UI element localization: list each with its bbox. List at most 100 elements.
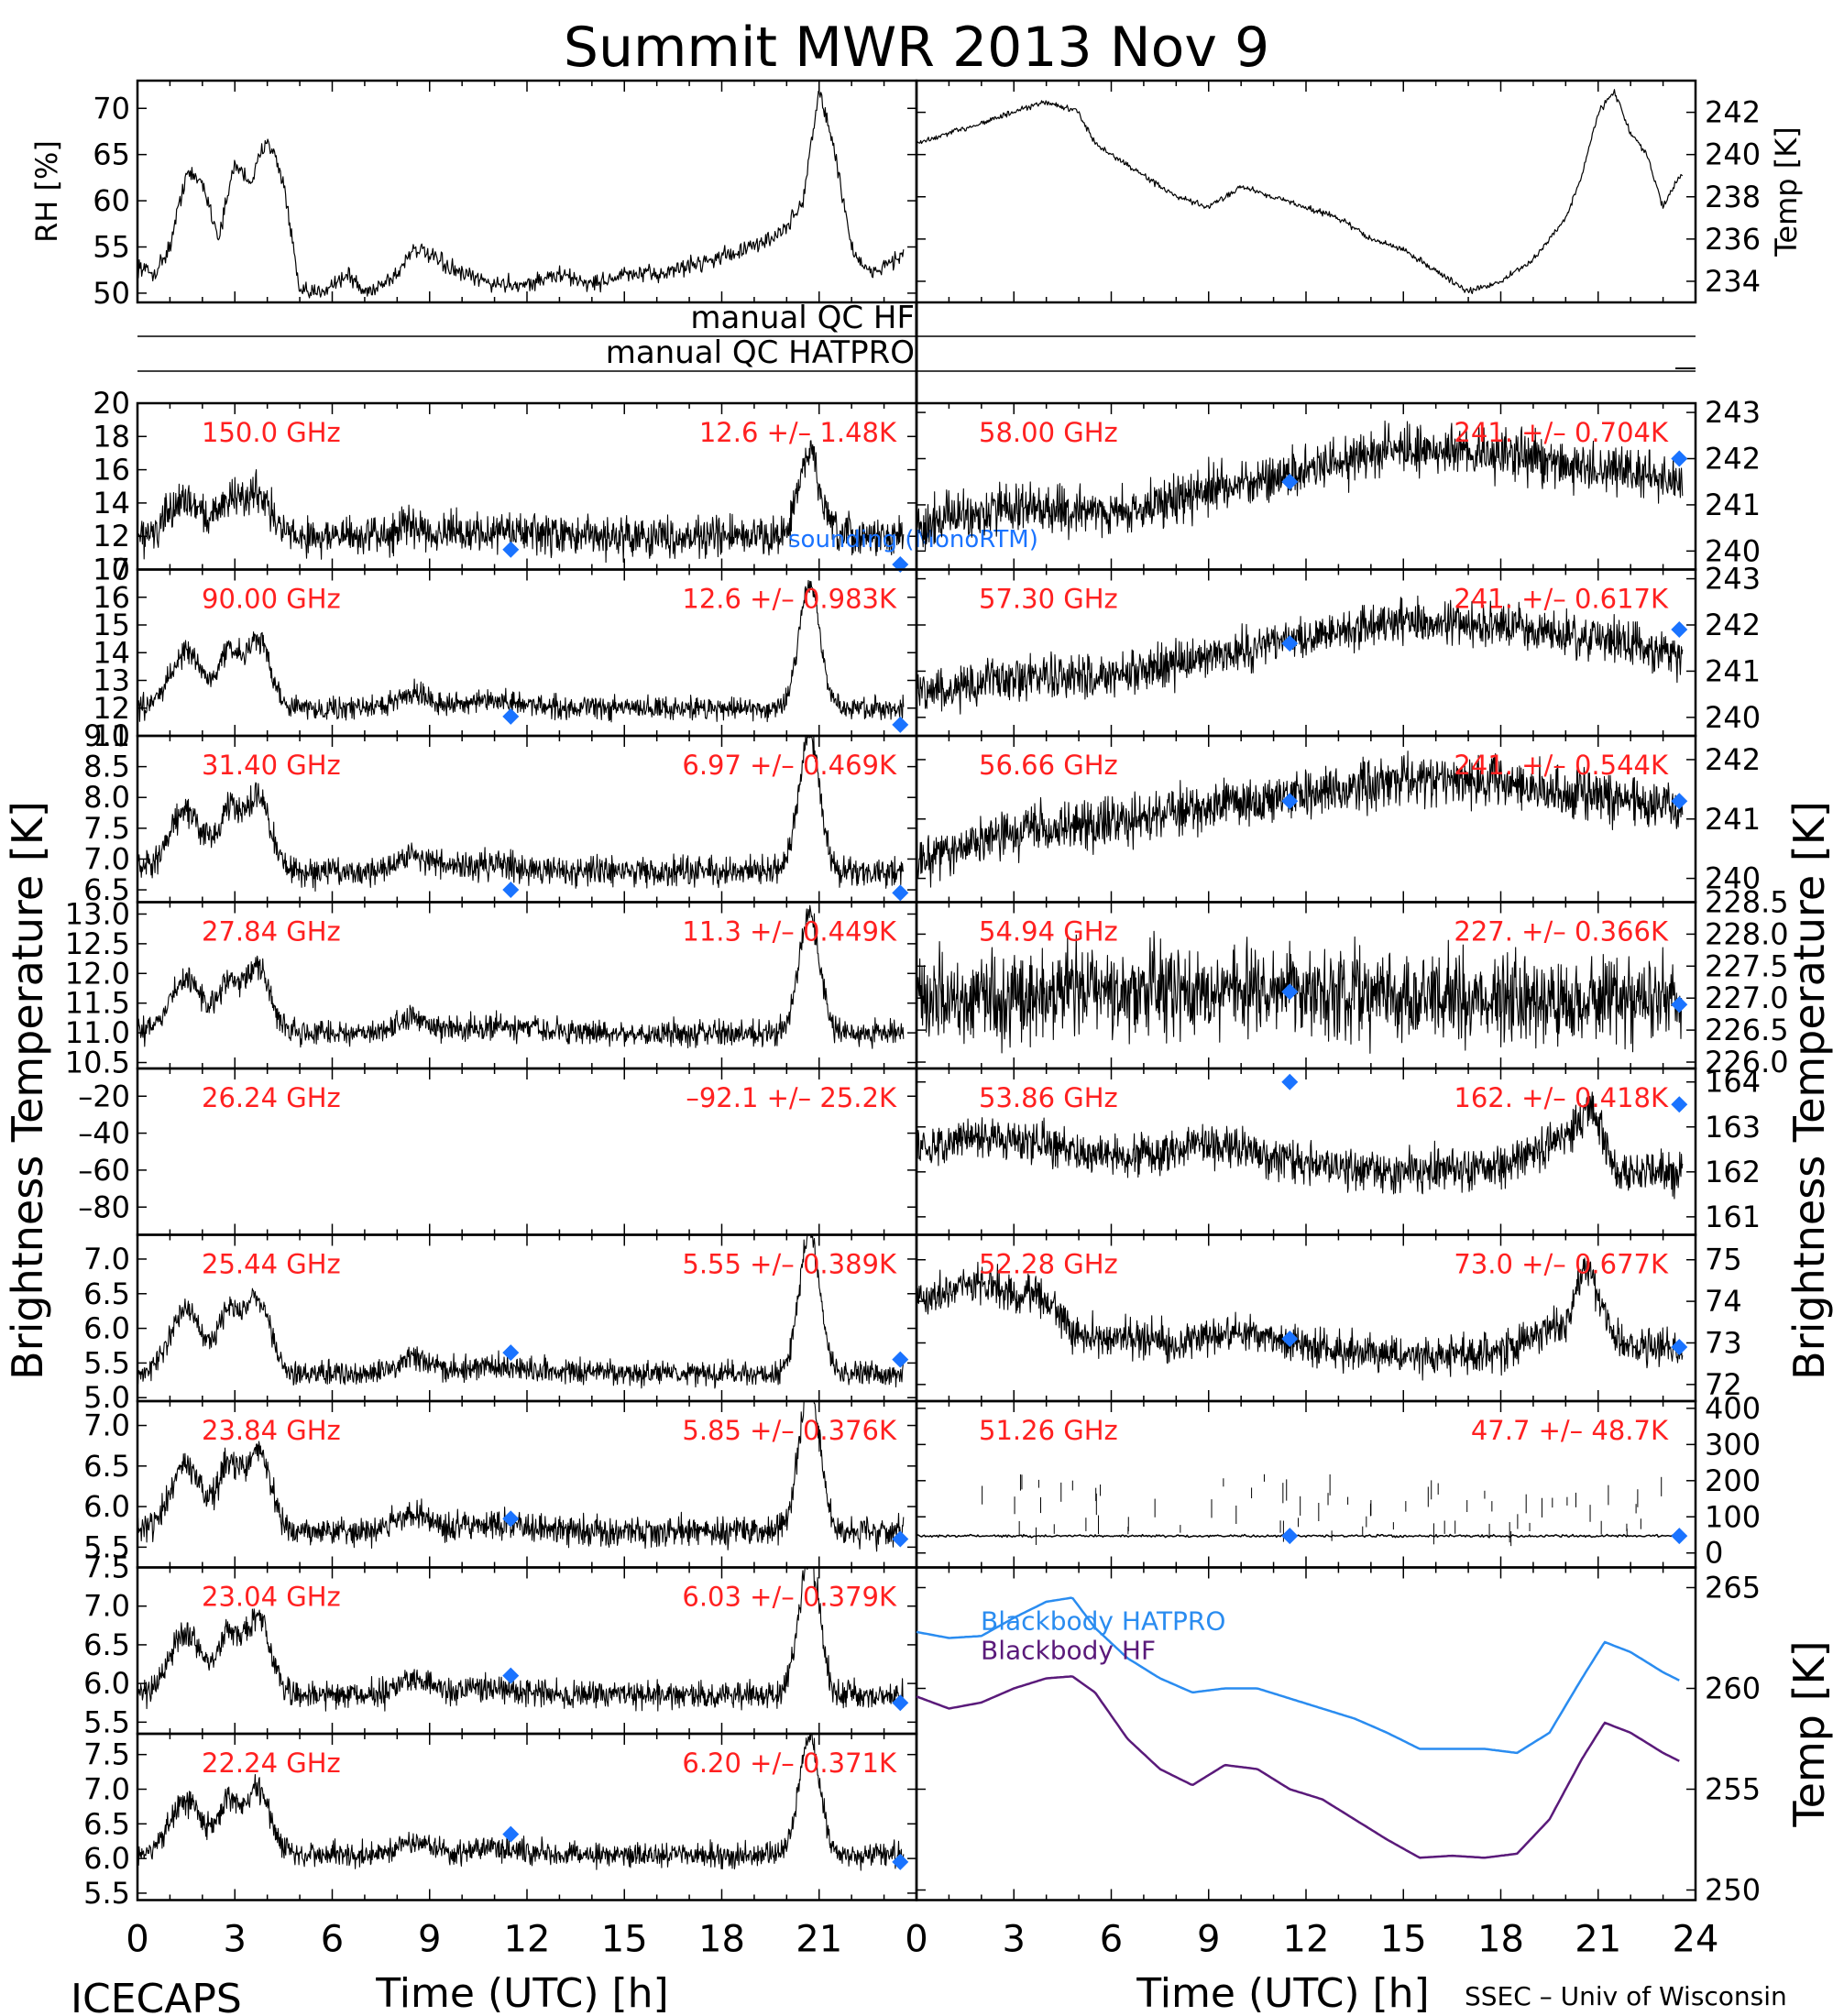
channel-stat: 11.3 +/– 0.449K <box>682 916 897 948</box>
blackbody-hatpro-line <box>916 1596 1680 1755</box>
y-tick-label: 226.0 <box>1705 1045 1789 1079</box>
y-tick-label: 260 <box>1705 1671 1761 1706</box>
sounding-marker <box>1281 1528 1299 1545</box>
x-tick-label-right: 6 <box>1100 1919 1123 1961</box>
y-tick-label: 6.0 <box>83 1841 130 1876</box>
channel-frequency: 23.04 GHz <box>202 1582 341 1613</box>
channel-series <box>137 579 905 723</box>
sounding-marker <box>1671 996 1688 1013</box>
channel-series <box>137 1733 905 1871</box>
channel-series <box>916 1533 1683 1539</box>
sounding-marker <box>502 882 520 899</box>
x-tick-label-left: 15 <box>601 1919 648 1961</box>
channel-stat: 12.6 +/– 0.983K <box>682 584 897 615</box>
y-tick-label: 6.0 <box>83 1311 130 1346</box>
left-panel-7: 5.56.0 6.57.0 7.5 23.04 GHz 6.03 +/– 0.379K <box>83 1550 918 1739</box>
y-tick-label: 75 <box>1705 1243 1742 1277</box>
x-tick-label-right: 9 <box>1197 1919 1220 1961</box>
channel-stat: 241. +/– 0.704K <box>1454 417 1669 448</box>
y-tick-label: 5.5 <box>83 1345 130 1380</box>
y-tick-label: 6.5 <box>83 1806 130 1841</box>
y-tick-label: 228.5 <box>1705 885 1789 920</box>
y-tick-label: 100 <box>1705 1499 1761 1534</box>
qc-hatpro-label: manual QC HATPRO <box>606 334 915 371</box>
y-tick-label: 240 <box>1705 861 1761 896</box>
x-tick-label-left: 0 <box>126 1919 148 1961</box>
y-tick-label: 5.0 <box>83 1380 130 1415</box>
channel-series <box>137 1400 905 1552</box>
right-panel-2: 240 241 242 56.66 GHz 241. +/– 0.544K <box>915 734 1761 904</box>
y-tick-label: 50 <box>93 276 130 311</box>
x-tick-label-left: 9 <box>418 1919 441 1961</box>
channel-stat: 5.85 +/– 0.376K <box>682 1415 897 1446</box>
channel-stat: 6.20 +/– 0.371K <box>682 1748 897 1779</box>
y-tick-label: 240 <box>1705 533 1761 568</box>
sounding-marker <box>1281 1330 1299 1347</box>
y-tick-label: 255 <box>1705 1772 1761 1807</box>
y-tick-label: 7.5 <box>83 811 130 846</box>
y-tick-label: 73 <box>1705 1325 1742 1360</box>
channel-series <box>916 930 1684 1054</box>
y-tick-label: 8.0 <box>83 780 130 815</box>
y-tick-label: 16 <box>93 453 130 488</box>
y-tick-label: 8.5 <box>83 750 130 784</box>
met-panels: 50 55 60 65 70 234 236 238 240 242 RH [%] Temp [K] <box>29 79 1804 311</box>
legend-blackbody-hatpro: Blackbody HATPRO <box>981 1606 1225 1637</box>
blackbody-axis-label: Temp [K] <box>1784 1640 1833 1827</box>
channel-series <box>916 1091 1684 1200</box>
y-tick-label: 74 <box>1705 1284 1742 1319</box>
y-tick-label: 300 <box>1705 1427 1761 1462</box>
x-tick-label-left: 3 <box>224 1919 247 1961</box>
y-tick-label: 162 <box>1705 1155 1761 1189</box>
qc-strip: manual QC HF manual QC HATPRO <box>137 300 1696 403</box>
sounding-marker <box>892 1853 909 1870</box>
footer-right: SSEC – Univ of Wisconsin <box>1465 1981 1787 2011</box>
figure-title: Summit MWR 2013 Nov 9 <box>564 16 1269 80</box>
channel-frequency: 25.44 GHz <box>202 1249 341 1280</box>
rh-series <box>137 91 905 299</box>
y-tick-label: 7.0 <box>83 1408 130 1443</box>
y-tick-label: 243 <box>1705 395 1761 430</box>
y-tick-label: 10 <box>93 553 130 587</box>
y-tick-label: 241 <box>1705 488 1761 522</box>
sounding-marker <box>1281 793 1299 810</box>
temp-series <box>916 89 1684 294</box>
sounding-marker <box>1671 1528 1688 1545</box>
y-tick-label: 9.0 <box>83 718 130 753</box>
y-tick-label: 242 <box>1705 442 1761 477</box>
x-axis-label-right: Time (UTC) [h] <box>1136 1970 1429 2016</box>
channel-series <box>137 440 905 564</box>
time-axes: 0 3 6 9 12 15 18 21 0 3 6 9 12 15 18 21 24 <box>126 1919 1718 1961</box>
blackbody-hf-line <box>916 1675 1680 1859</box>
y-tick-label: 12 <box>93 519 130 553</box>
y-tick-label: 227.5 <box>1705 948 1789 983</box>
y-tick-label: 238 <box>1705 180 1761 214</box>
sounding-marker <box>1281 1073 1299 1090</box>
y-tick-label: 16 <box>93 580 130 615</box>
channel-stat: 227. +/– 0.366K <box>1454 916 1669 948</box>
y-tick-label: 5.5 <box>83 1876 130 1911</box>
y-tick-label: 14 <box>93 486 130 520</box>
right-panel-4: 161 162 163 164 53.86 GHz 162. +/– 0.418K <box>915 1065 1761 1236</box>
sounding-marker <box>892 716 909 733</box>
right-panel-1: 240 241 242 243 57.30 GHz 241. +/– 0.617K <box>915 562 1761 738</box>
channel-series <box>916 1257 1684 1381</box>
y-tick-label: 72 <box>1705 1367 1742 1402</box>
y-tick-label: 7.5 <box>83 1737 130 1772</box>
sounding-marker <box>502 707 520 725</box>
channel-stat: 6.03 +/– 0.379K <box>682 1582 897 1613</box>
y-tick-label: –80 <box>78 1189 130 1224</box>
x-tick-label-right: 21 <box>1575 1919 1621 1961</box>
channel-series <box>137 735 905 893</box>
y-tick-label: 60 <box>93 183 130 218</box>
y-tick-label: 241 <box>1705 802 1761 837</box>
y-tick-label: 242 <box>1705 608 1761 642</box>
channel-series <box>137 1566 905 1712</box>
rh-axis-label: RH [%] <box>29 140 64 243</box>
sounding-marker <box>892 884 909 902</box>
channel-stat: 241. +/– 0.617K <box>1454 584 1669 615</box>
channel-stat: –92.1 +/– 25.2K <box>686 1082 897 1113</box>
y-tick-label: 265 <box>1705 1571 1761 1605</box>
